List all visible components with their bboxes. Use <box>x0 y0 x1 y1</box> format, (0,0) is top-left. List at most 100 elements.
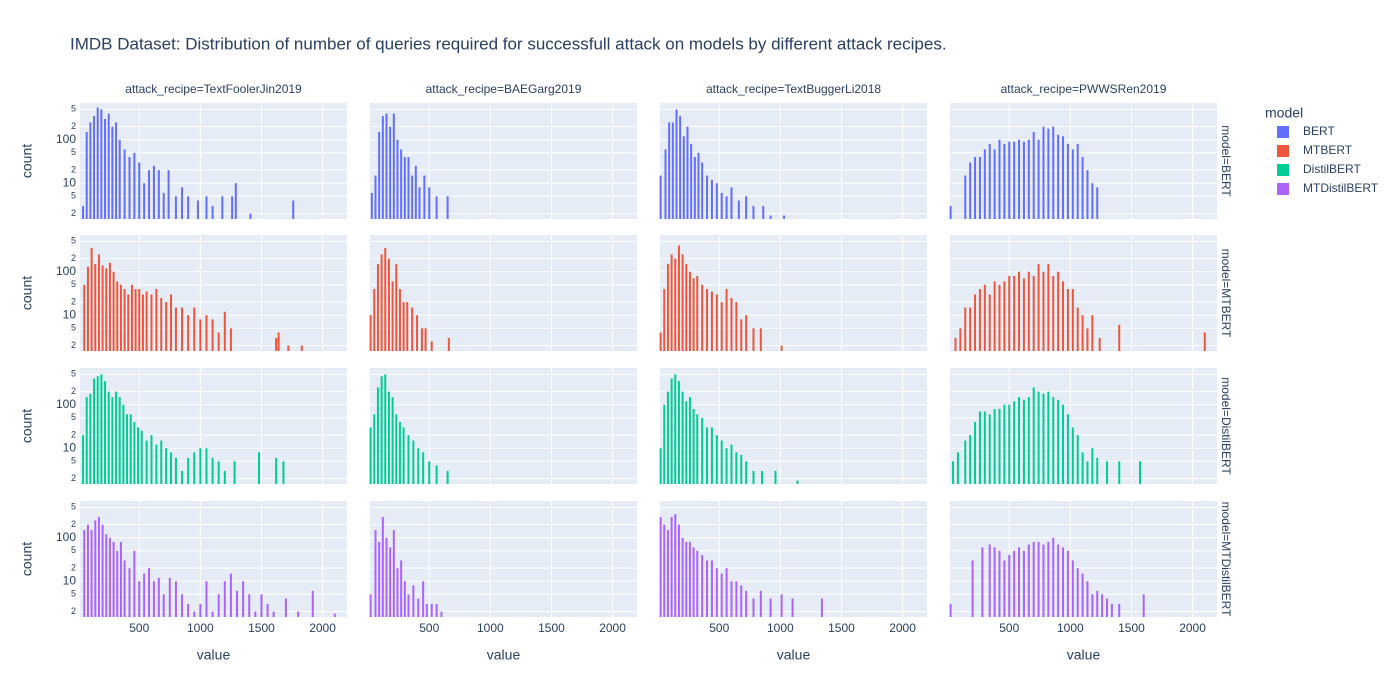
bar <box>1018 397 1021 484</box>
bar <box>217 461 220 484</box>
bar <box>1013 275 1016 351</box>
bar <box>231 196 234 219</box>
bar <box>1091 448 1094 484</box>
bar <box>1106 461 1109 484</box>
bar <box>416 315 419 351</box>
x-tick-label: 1000 <box>477 621 504 635</box>
bar <box>730 444 733 484</box>
bar <box>1118 461 1121 484</box>
plot-area <box>660 368 927 484</box>
bar <box>1071 289 1074 351</box>
bar <box>376 264 379 351</box>
bar <box>395 264 398 351</box>
bar <box>126 414 129 484</box>
bar <box>1062 404 1065 484</box>
plot-area <box>370 368 637 484</box>
y-axis-label: count <box>19 409 35 443</box>
bar <box>155 444 158 484</box>
bar <box>1086 328 1089 351</box>
bar <box>380 254 383 351</box>
bar <box>1101 594 1104 617</box>
bar <box>1118 324 1121 351</box>
bar <box>1071 560 1074 617</box>
legend-swatch <box>1277 126 1289 138</box>
bar <box>1022 399 1025 484</box>
x-tick-label: 1500 <box>1118 621 1145 635</box>
bar <box>378 132 381 219</box>
bar <box>430 603 433 617</box>
y-tick-label: 100 <box>56 530 76 544</box>
bar <box>1076 568 1079 617</box>
plot-area <box>370 501 637 617</box>
bar <box>959 328 962 351</box>
bar <box>682 136 685 219</box>
bar <box>1057 399 1060 484</box>
bar <box>83 284 86 351</box>
bar <box>974 422 977 484</box>
bar <box>260 594 263 617</box>
legend-swatch <box>1277 145 1289 157</box>
bar <box>392 113 395 219</box>
bar <box>119 541 122 617</box>
bar <box>1066 414 1069 484</box>
bar <box>681 391 684 484</box>
y-tick-label: 2 <box>71 296 76 306</box>
bar <box>671 122 674 219</box>
bar <box>1066 289 1069 351</box>
y-tick-label: 2 <box>71 208 76 218</box>
x-tick-label: 1500 <box>248 621 275 635</box>
bar <box>123 289 126 351</box>
bar <box>1022 141 1025 219</box>
bar <box>674 258 677 351</box>
bar <box>1003 560 1006 617</box>
bar <box>998 284 1001 351</box>
bar <box>205 581 208 617</box>
bar <box>138 581 141 617</box>
x-axis-label: value <box>487 647 521 663</box>
bar <box>258 452 261 484</box>
bar <box>1022 278 1025 351</box>
bar <box>710 291 713 351</box>
y-tick-label: 2 <box>71 253 76 263</box>
bar <box>414 165 417 219</box>
bar <box>706 427 709 484</box>
bar <box>122 404 125 484</box>
bar <box>174 457 177 484</box>
bar <box>101 265 104 351</box>
bar <box>108 537 111 617</box>
bar <box>389 547 392 617</box>
bar <box>1091 315 1094 351</box>
bar <box>217 332 220 351</box>
bar <box>150 294 153 351</box>
bar <box>155 289 158 351</box>
bar <box>369 427 372 484</box>
bar <box>993 281 996 351</box>
bar <box>140 430 143 484</box>
column-label: attack_recipe=TextFoolerJin2019 <box>125 82 302 96</box>
bar <box>690 143 693 219</box>
bar <box>701 284 704 351</box>
bar <box>223 581 226 617</box>
y-tick-label: 5 <box>71 191 76 201</box>
y-tick-label: 5 <box>71 104 76 114</box>
bar <box>277 332 280 351</box>
bar <box>978 289 981 351</box>
bar <box>745 196 748 219</box>
bar <box>128 568 131 617</box>
x-axis-label: value <box>777 647 811 663</box>
bar <box>123 560 126 617</box>
bar <box>115 122 118 219</box>
x-tick-label: 1000 <box>187 621 214 635</box>
bar <box>118 397 121 484</box>
bar <box>100 109 103 219</box>
legend-label: BERT <box>1303 124 1335 138</box>
bar <box>130 284 133 351</box>
bar <box>287 345 290 351</box>
bar <box>93 378 96 484</box>
bar <box>988 414 991 484</box>
x-tick-label: 500 <box>999 621 1019 635</box>
bar <box>949 603 952 617</box>
bar <box>418 187 421 219</box>
bar <box>234 183 237 219</box>
y-tick-label: 5 <box>71 279 76 289</box>
